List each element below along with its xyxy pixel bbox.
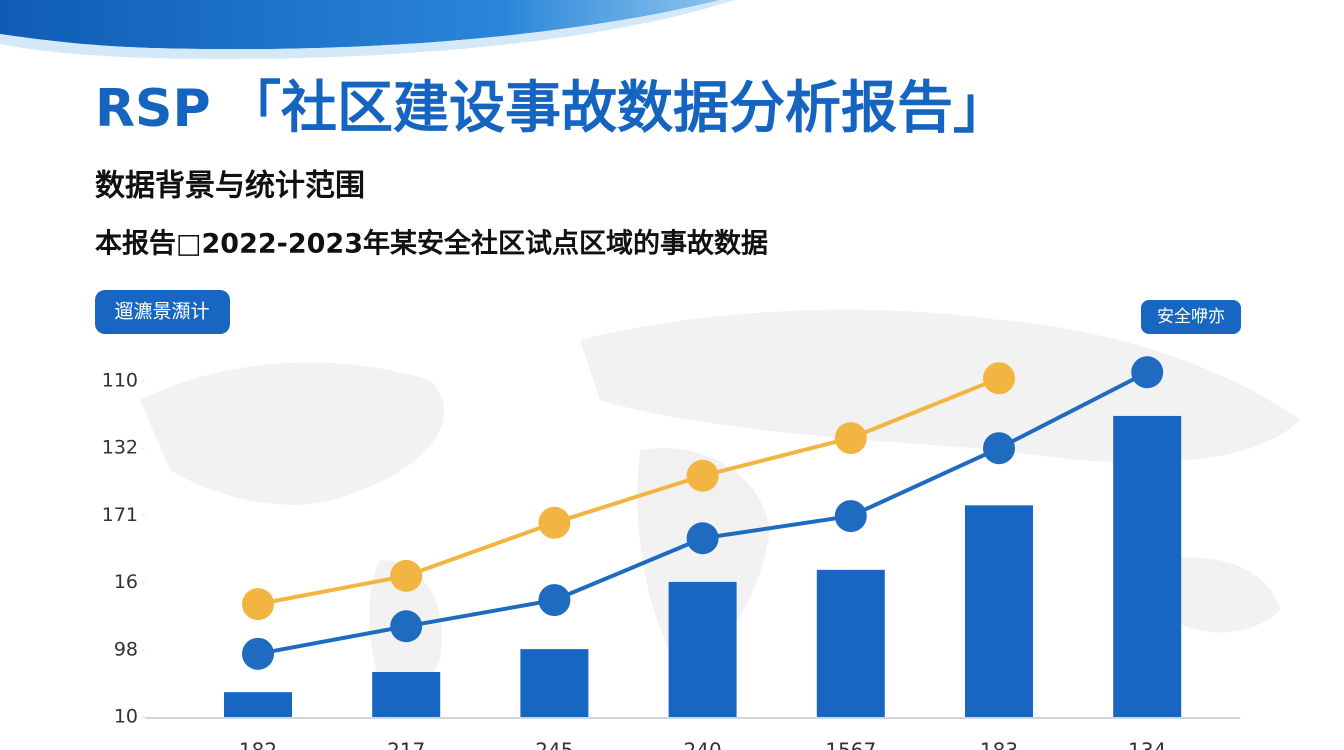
- header-wave: [0, 0, 720, 50]
- x-tick-label: 134: [1128, 739, 1166, 750]
- point: [1131, 356, 1164, 389]
- point: [686, 459, 719, 492]
- point: [834, 500, 867, 533]
- x-tick-label: 245: [535, 739, 573, 750]
- y-tick-label: 16: [114, 571, 138, 593]
- x-tick-label: 183: [980, 739, 1018, 750]
- description: 本报告□2022-2023年某安全社区试点区域的事故数据: [95, 228, 768, 260]
- point: [242, 588, 274, 621]
- badge-label: 遛瀌景瀩计: [114, 301, 209, 323]
- point: [983, 362, 1015, 395]
- point: [538, 584, 571, 617]
- x-tick-label: 1567: [825, 739, 876, 750]
- y-tick-label: 132: [102, 437, 138, 459]
- bar: [668, 581, 737, 717]
- point: [390, 610, 423, 643]
- badge: [1141, 300, 1241, 334]
- x-tick-label: 217: [387, 739, 425, 750]
- y-tick-label: 10: [114, 706, 138, 728]
- badge-label: 安全咿亦: [1157, 307, 1225, 327]
- header-wave-edge: [0, 0, 735, 59]
- logo: RSP: [95, 79, 211, 139]
- point: [983, 432, 1015, 465]
- bar: [224, 692, 292, 717]
- y-tick-label: 98: [114, 638, 138, 660]
- y-tick-label: 171: [102, 504, 138, 526]
- point: [538, 506, 571, 539]
- badge: [95, 290, 230, 334]
- bar: [965, 505, 1033, 717]
- point: [242, 637, 274, 670]
- title: 「社区建设事故数据分析报告」: [225, 76, 1009, 141]
- bar: [1113, 415, 1182, 717]
- point: [390, 559, 423, 592]
- subtitle: 数据背景与统计范围: [95, 169, 365, 204]
- bar: [816, 569, 885, 717]
- x-tick-label: 240: [684, 739, 722, 750]
- point: [834, 422, 867, 455]
- y-tick-label: 110: [102, 370, 138, 392]
- line: [257, 376, 1000, 607]
- x-tick-label: 182: [239, 739, 277, 750]
- bar: [520, 649, 589, 717]
- point: [686, 522, 719, 555]
- bar: [372, 671, 441, 717]
